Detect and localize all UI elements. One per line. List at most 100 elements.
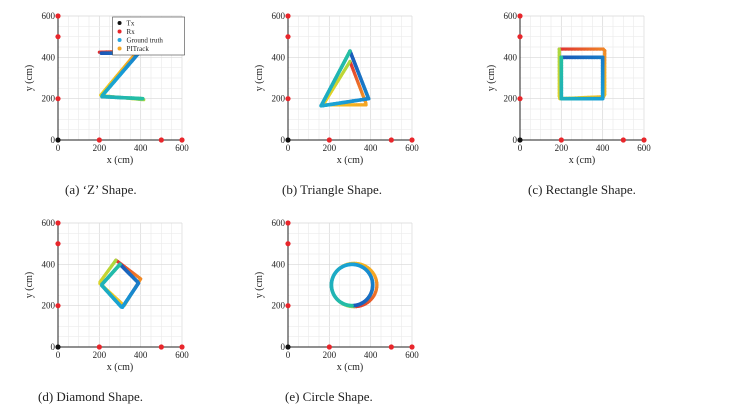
ground-truth-trace [101,53,142,98]
tx-marker [285,137,290,142]
rx-marker [621,137,626,142]
rx-marker [389,137,394,142]
rx-marker [285,241,290,246]
y-tick-label: 0 [513,135,518,145]
rx-marker [409,344,414,349]
chart-diamond: 0 200 400 600 0 200 400 600 x (cm) y (cm) [20,215,260,385]
tx-marker [285,344,290,349]
y-tick-label: 0 [51,342,56,352]
y-tick-label: 600 [272,11,286,21]
rx-marker [97,344,102,349]
y-tick-label: 200 [272,94,286,104]
rx-marker [179,344,184,349]
grid [58,223,182,347]
legend-marker [118,47,122,51]
y-tick-label: 200 [272,301,286,311]
rx-marker [97,137,102,142]
grid [288,223,412,347]
tx-marker [55,344,60,349]
y-tick-label: 200 [42,301,56,311]
legend-label: Tx [127,20,135,28]
rx-marker [159,344,164,349]
rx-marker [517,34,522,39]
rx-marker [179,137,184,142]
y-tick-label: 400 [272,259,286,269]
legend-label: PITrack [127,45,150,53]
rx-marker [285,96,290,101]
legend-label: Rx [127,28,136,36]
rx-marker [55,241,60,246]
rx-marker [409,137,414,142]
x-tick-label: 200 [323,143,337,153]
x-tick-label: 600 [175,143,189,153]
x-tick-label: 600 [405,350,419,360]
ground-truth-trace-segment [349,51,350,53]
x-tick-label: 0 [286,143,291,153]
x-tick-label: 400 [364,350,378,360]
y-axis-label: y (cm) [254,272,265,298]
ground-truth-trace-segment [119,264,120,265]
caption-diamond: (d) Diamond Shape. [38,389,143,405]
y-tick-label: 600 [42,218,56,228]
grid [288,16,412,140]
rx-marker [55,34,60,39]
rx-marker [285,34,290,39]
x-tick-label: 200 [93,143,107,153]
x-axis-label: x (cm) [337,362,363,373]
x-tick-label: 600 [637,143,651,153]
y-tick-label: 600 [504,11,518,21]
rx-marker [55,220,60,225]
rx-marker [517,13,522,18]
y-tick-label: 600 [272,218,286,228]
pitrack-trace-segment [115,260,116,262]
legend-label: Ground truth [127,37,164,45]
y-tick-label: 200 [504,94,518,104]
x-axis-label: x (cm) [337,155,363,166]
caption-z: (a) ‘Z’ Shape. [65,182,137,198]
grid [520,16,644,140]
y-axis-label: y (cm) [254,65,265,91]
x-tick-label: 400 [134,143,148,153]
caption-rectangle: (c) Rectangle Shape. [528,182,636,198]
chart-panel-diamond: 0 200 400 600 0 200 400 600 x (cm) y (cm) (d) Dia… [20,215,260,415]
x-tick-label: 0 [56,143,61,153]
caption-triangle: (b) Triangle Shape. [282,182,382,198]
x-tick-label: 600 [405,143,419,153]
x-tick-label: 400 [134,350,148,360]
y-tick-label: 400 [272,52,286,62]
rx-marker [285,303,290,308]
rx-marker [285,220,290,225]
y-axis-label: y (cm) [24,65,35,91]
rx-marker [55,96,60,101]
x-tick-label: 0 [56,350,61,360]
x-axis-label: x (cm) [569,155,595,166]
rx-marker [641,137,646,142]
x-tick-label: 600 [175,350,189,360]
x-tick-label: 200 [93,350,107,360]
rx-marker [517,96,522,101]
x-tick-label: 0 [286,350,291,360]
y-tick-label: 400 [42,259,56,269]
x-tick-label: 200 [323,350,337,360]
y-axis-label: y (cm) [486,65,497,91]
rx-marker [285,13,290,18]
y-tick-label: 600 [42,11,56,21]
y-tick-label: 0 [51,135,56,145]
y-tick-label: 200 [42,94,56,104]
y-axis-label: y (cm) [24,272,35,298]
x-axis-label: x (cm) [107,362,133,373]
rx-marker [327,137,332,142]
x-tick-label: 0 [518,143,523,153]
rx-marker [55,13,60,18]
rx-marker [559,137,564,142]
legend-marker [118,21,122,25]
rx-marker [327,344,332,349]
